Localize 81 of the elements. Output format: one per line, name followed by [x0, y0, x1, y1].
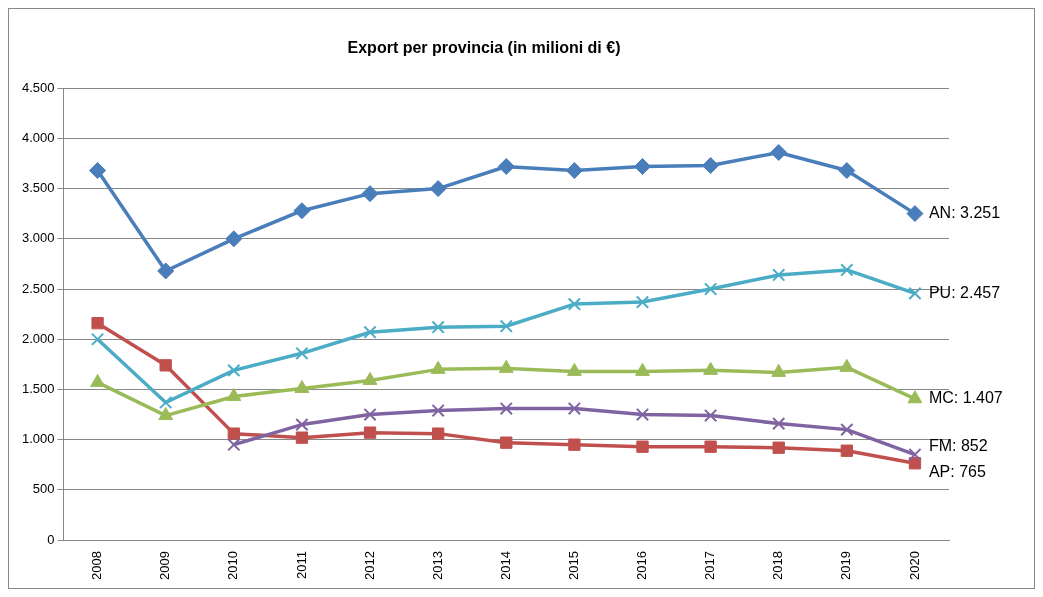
- y-tick-label: 500: [32, 481, 55, 497]
- point: [906, 205, 924, 223]
- annotation: FM: 852: [928, 436, 988, 454]
- point: [225, 230, 243, 248]
- point: [295, 431, 309, 444]
- point: [361, 185, 379, 203]
- point: [772, 268, 786, 282]
- annotation: PU: 2.457: [928, 283, 1001, 301]
- point: [363, 325, 377, 339]
- point: [90, 332, 105, 346]
- annotation: AN: 3.251: [928, 204, 1001, 222]
- x-tick-label: 2013: [429, 551, 445, 580]
- point: [432, 427, 445, 440]
- point: [91, 317, 104, 330]
- point: [772, 416, 786, 431]
- y-tick-label: 3.500: [21, 180, 55, 196]
- point: [227, 438, 241, 452]
- point: [703, 282, 718, 296]
- point: [908, 457, 922, 470]
- point: [907, 390, 923, 404]
- annotation: MC: 1.407: [928, 389, 1003, 407]
- y-tick-label: 0: [47, 531, 55, 547]
- point: [770, 143, 788, 161]
- point: [633, 158, 651, 176]
- point: [908, 286, 922, 301]
- x-tick-label: 2011: [293, 551, 309, 580]
- point: [567, 401, 582, 416]
- point: [499, 319, 513, 333]
- point: [703, 408, 718, 423]
- point: [158, 407, 174, 421]
- point: [159, 359, 172, 372]
- point: [363, 407, 377, 422]
- point: [635, 295, 650, 309]
- x-tick-label: 2014: [497, 551, 513, 580]
- point: [431, 403, 445, 418]
- x-tick-label: 2010: [225, 551, 241, 580]
- x-tick-label: 2019: [838, 551, 854, 580]
- point: [159, 395, 173, 410]
- point: [635, 407, 650, 422]
- y-tick-label: 3.000: [21, 230, 55, 246]
- chart-title: Export per provincia (in milioni di €): [347, 39, 621, 57]
- y-tick-label: 4.500: [21, 79, 55, 95]
- point: [429, 180, 447, 198]
- point: [363, 426, 377, 439]
- point: [497, 158, 515, 176]
- point: [499, 401, 513, 416]
- point: [838, 162, 856, 180]
- point: [295, 346, 309, 360]
- point: [157, 262, 175, 280]
- y-tick-label: 2.000: [21, 330, 55, 346]
- point: [772, 441, 785, 454]
- x-tick-label: 2018: [770, 551, 786, 580]
- point: [704, 440, 717, 453]
- annotation: AP: 765: [928, 462, 986, 480]
- x-tick-label: 2020: [906, 551, 922, 580]
- point: [295, 417, 309, 432]
- y-tick-label: 1.000: [21, 431, 55, 447]
- point: [840, 422, 854, 437]
- point: [840, 444, 853, 457]
- point: [227, 363, 241, 378]
- point: [89, 162, 107, 180]
- y-tick-label: 2.500: [21, 280, 55, 296]
- point: [431, 320, 445, 334]
- point: [840, 263, 854, 277]
- point: [567, 297, 582, 311]
- point: [565, 162, 583, 180]
- x-tick-label: 2009: [157, 551, 173, 580]
- x-tick-label: 2015: [565, 551, 581, 580]
- x-tick-label: 2016: [634, 551, 650, 580]
- y-tick-label: 1.500: [21, 381, 55, 397]
- x-tick-label: 2012: [361, 551, 377, 580]
- point: [500, 436, 513, 449]
- point: [293, 202, 311, 220]
- point: [568, 438, 581, 451]
- point: [227, 427, 240, 440]
- point: [908, 447, 922, 462]
- point: [702, 157, 720, 175]
- point: [636, 440, 649, 453]
- x-tick-label: 2017: [702, 551, 718, 580]
- x-tick-label: 2008: [89, 551, 105, 580]
- y-tick-label: 4.000: [21, 129, 55, 145]
